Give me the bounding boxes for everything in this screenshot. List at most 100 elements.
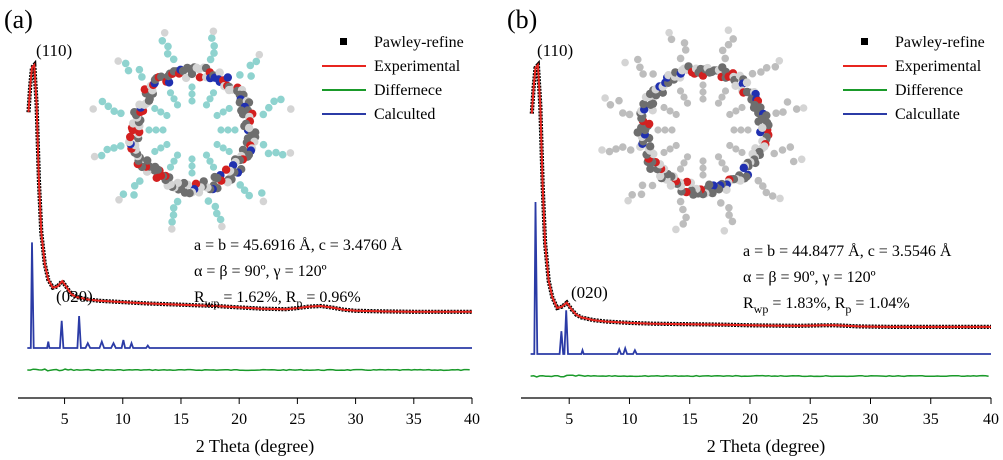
atom — [259, 197, 268, 206]
atom — [699, 88, 707, 96]
atom — [776, 194, 784, 203]
atom — [187, 69, 197, 79]
atom — [672, 141, 680, 150]
refinement-text-part: R — [743, 295, 754, 312]
atom — [699, 81, 707, 89]
atom — [188, 97, 196, 105]
atom — [236, 71, 244, 79]
atom — [699, 95, 707, 103]
x-tick-label: 10 — [115, 411, 131, 428]
atom — [206, 95, 214, 103]
x-tick-label: 15 — [682, 411, 698, 428]
atom — [748, 69, 757, 78]
atom — [789, 157, 798, 166]
atom — [219, 144, 227, 152]
legend-marker — [340, 38, 347, 45]
atom — [646, 142, 655, 151]
atom — [114, 57, 122, 65]
difference-series — [530, 374, 989, 378]
atom — [654, 126, 662, 134]
peak-label: (110) — [36, 41, 72, 60]
x-tick-label: 5 — [565, 411, 573, 428]
atom — [188, 83, 196, 91]
atom — [225, 104, 233, 113]
atom — [601, 94, 609, 102]
atom — [598, 146, 606, 154]
atom — [722, 185, 731, 194]
atom — [724, 40, 733, 49]
calculated-series — [530, 201, 991, 355]
refinement-text-part: wp — [754, 302, 769, 316]
atom — [605, 147, 614, 156]
legend-label: Pawley-refine — [374, 34, 464, 51]
atom — [778, 146, 787, 154]
atom — [649, 70, 657, 78]
atom — [732, 107, 740, 115]
refinement-text-part: = 1.04% — [851, 295, 909, 312]
atom — [173, 197, 182, 206]
atom — [209, 89, 218, 97]
atom — [676, 54, 685, 63]
atom — [217, 126, 225, 134]
atom — [737, 126, 745, 134]
atom — [680, 39, 689, 47]
x-tick-label: 30 — [348, 411, 364, 428]
atom — [792, 105, 801, 113]
atom — [206, 55, 215, 64]
atom — [173, 101, 182, 109]
atom — [679, 205, 687, 214]
atom — [213, 140, 221, 149]
atom — [259, 110, 268, 119]
atom — [615, 96, 623, 105]
atom — [208, 34, 216, 42]
atom — [277, 95, 285, 104]
legend-label: Experimental — [895, 58, 982, 75]
atom — [130, 182, 139, 190]
lattice-params: a = b = 45.6916 Å, c = 3.4760 Å — [194, 236, 403, 254]
atom — [272, 148, 280, 157]
atom — [202, 151, 211, 159]
atom — [732, 145, 740, 153]
peak-label: (110) — [537, 41, 573, 60]
atom — [115, 196, 123, 204]
x-tick-label: 35 — [923, 411, 939, 428]
atom — [725, 204, 733, 212]
atom — [714, 99, 723, 107]
x-tick-label: 40 — [983, 411, 999, 428]
atom — [648, 99, 658, 108]
atom — [152, 173, 161, 182]
atom — [119, 190, 128, 198]
atom — [151, 104, 159, 113]
atom — [672, 110, 680, 119]
atom — [213, 111, 221, 120]
atom — [195, 73, 205, 82]
atom — [683, 153, 692, 161]
atom — [619, 143, 627, 151]
atom — [739, 163, 748, 173]
experimental-series — [530, 62, 991, 328]
atom — [676, 87, 685, 95]
x-tick-label: 15 — [173, 411, 189, 428]
lattice-params: a = b = 44.8477 Å, c = 3.5546 Å — [743, 242, 952, 260]
atom — [628, 191, 636, 199]
legend-label: Differnece — [374, 82, 442, 99]
atom — [110, 144, 118, 152]
atom — [762, 64, 771, 72]
atom — [718, 46, 727, 55]
atom — [681, 46, 690, 54]
atom — [244, 123, 254, 133]
atom — [679, 220, 687, 228]
atom — [152, 126, 160, 134]
atom — [636, 63, 644, 72]
refinement-factors: Rwp = 1.83%, Rp = 1.04% — [743, 295, 910, 316]
atom — [188, 162, 196, 170]
atom — [173, 151, 182, 159]
atom — [98, 97, 107, 106]
atom — [757, 68, 765, 76]
atom — [126, 132, 135, 142]
atom — [699, 171, 707, 179]
atom — [246, 61, 255, 70]
atom — [775, 57, 784, 65]
refinement-text-part: = 0.96% — [302, 289, 360, 306]
panel-label: (b) — [507, 5, 537, 34]
